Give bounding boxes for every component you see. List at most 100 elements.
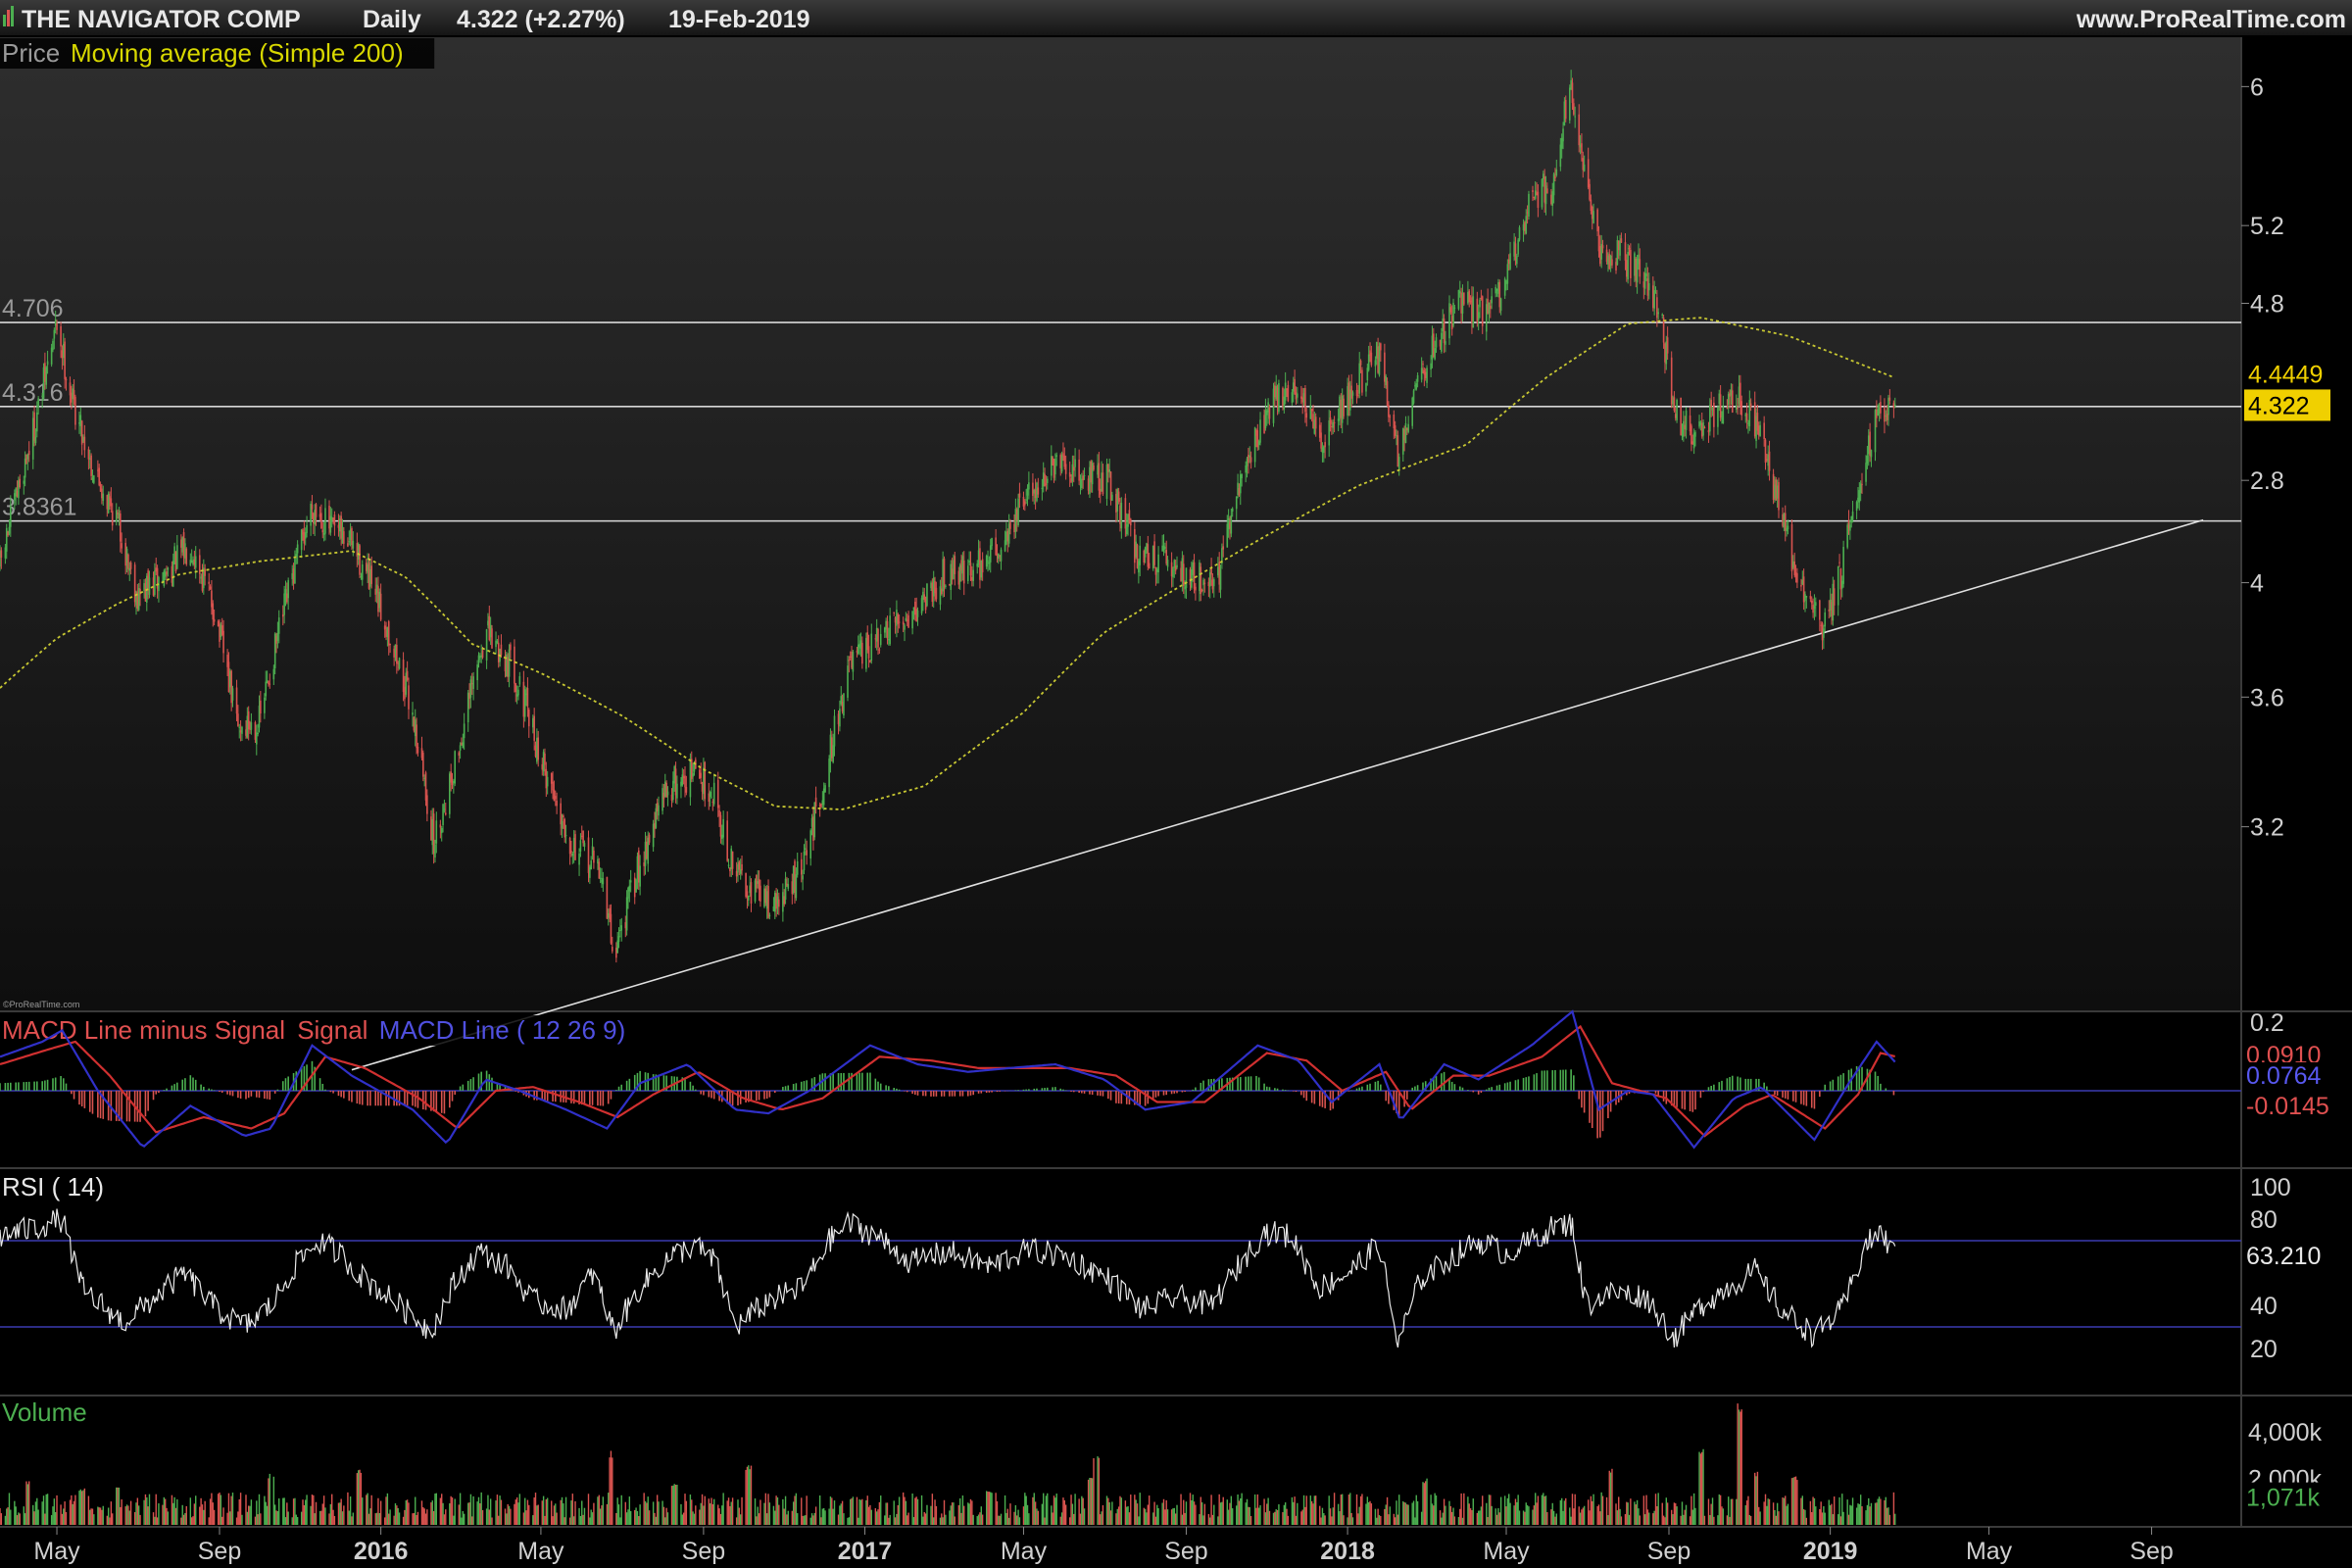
candle — [406, 661, 409, 682]
candle — [212, 600, 215, 627]
candle — [184, 538, 186, 564]
candle — [1034, 478, 1037, 510]
candle — [934, 576, 936, 602]
candle — [349, 522, 352, 547]
trendline[interactable] — [351, 518, 2204, 1071]
macd-line — [0, 1009, 1896, 1150]
candle — [1517, 237, 1519, 258]
candle — [287, 577, 289, 611]
candle — [628, 879, 631, 903]
candle — [119, 510, 122, 553]
candle — [412, 702, 414, 727]
candle — [1801, 570, 1804, 586]
candle — [1098, 452, 1101, 498]
candle — [710, 787, 712, 799]
candle — [515, 685, 518, 705]
candle — [1656, 289, 1658, 327]
candle — [416, 717, 417, 755]
candle — [1295, 386, 1298, 406]
candle — [1015, 507, 1018, 532]
candle — [62, 333, 65, 367]
candle — [332, 517, 334, 524]
candle — [1562, 122, 1564, 150]
candle — [857, 635, 859, 656]
candle — [211, 580, 213, 615]
candle — [1684, 416, 1686, 437]
support-trendline[interactable] — [351, 518, 2204, 1071]
candle — [1294, 369, 1296, 395]
candle — [476, 660, 478, 690]
site-link[interactable]: www.ProRealTime.com — [2076, 6, 2346, 33]
candle — [0, 547, 3, 569]
candle — [870, 623, 873, 664]
candle — [932, 570, 935, 609]
candle — [941, 576, 943, 596]
candle — [1570, 70, 1572, 91]
candle — [1037, 477, 1040, 498]
candle — [1276, 384, 1279, 416]
candle — [87, 446, 90, 470]
candle — [856, 646, 858, 658]
macd-tick-label: 0.2 — [2250, 1009, 2284, 1037]
candle — [189, 553, 192, 566]
candle — [1589, 178, 1591, 202]
candle — [527, 707, 530, 738]
candle — [764, 886, 767, 906]
candle — [1139, 535, 1142, 576]
candle — [359, 544, 361, 578]
candle — [1582, 151, 1585, 178]
candle — [110, 487, 113, 513]
candle — [1423, 367, 1426, 387]
candle — [1847, 510, 1850, 535]
svg-text:63.210: 63.210 — [2246, 1243, 2321, 1270]
candle — [1119, 498, 1121, 532]
time-tick-label: May — [1001, 1538, 1048, 1565]
candle — [883, 626, 886, 638]
candle — [1239, 469, 1242, 506]
candle — [1207, 577, 1210, 598]
candle — [1173, 559, 1176, 578]
candle — [1737, 397, 1739, 416]
candle — [610, 904, 612, 946]
candle — [1842, 540, 1844, 588]
candle — [878, 647, 881, 655]
candle — [124, 538, 126, 575]
candle — [893, 612, 896, 616]
candle — [226, 649, 228, 676]
candle — [220, 617, 223, 637]
candle — [73, 379, 75, 406]
candle — [1249, 446, 1251, 464]
candle — [1180, 561, 1182, 582]
candle — [1578, 104, 1581, 153]
candle — [220, 621, 222, 640]
candle — [295, 547, 298, 564]
candle — [193, 550, 196, 569]
candle — [1861, 472, 1863, 494]
candle — [1275, 374, 1278, 401]
candle — [885, 617, 887, 638]
candle — [1063, 447, 1066, 470]
candle — [1838, 554, 1840, 567]
candle — [1255, 428, 1257, 448]
candle — [1267, 398, 1269, 424]
candle — [682, 768, 685, 785]
candle — [324, 498, 326, 541]
candle — [950, 560, 953, 601]
candle — [865, 632, 867, 672]
candle — [250, 712, 253, 735]
candle — [9, 495, 12, 537]
candle — [814, 786, 817, 814]
candle — [750, 878, 753, 912]
candle — [1203, 578, 1206, 593]
candle — [489, 616, 492, 646]
candle — [791, 873, 794, 905]
candle — [1007, 514, 1010, 548]
candle — [27, 441, 30, 463]
candle — [1153, 534, 1155, 568]
candle — [1819, 599, 1821, 632]
candle — [1892, 400, 1895, 418]
candle — [1449, 303, 1452, 316]
candle — [1333, 416, 1336, 433]
candle — [117, 509, 119, 519]
candle — [347, 537, 349, 548]
